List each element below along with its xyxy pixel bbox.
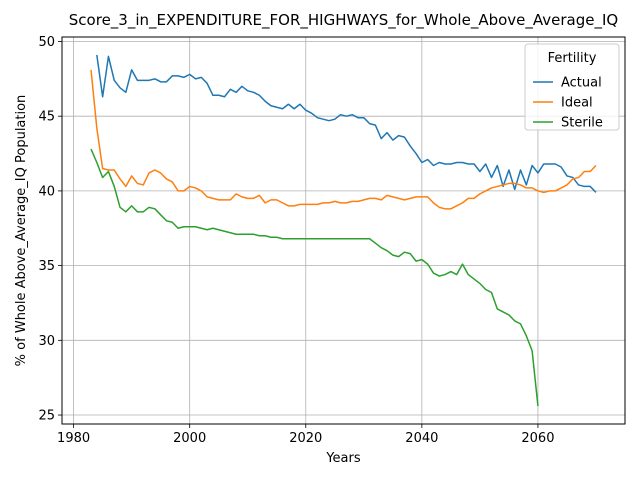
chart-title: Score_3_in_EXPENDITURE_FOR_HIGHWAYS_for_… bbox=[69, 11, 618, 30]
legend-box bbox=[524, 43, 620, 131]
y-tick-label: 35 bbox=[38, 259, 55, 274]
legend-label-ideal: Ideal bbox=[561, 96, 593, 111]
series-line-sterile bbox=[90, 148, 539, 407]
y-axis-label: % of Whole Above_Average_IQ Population bbox=[14, 95, 29, 367]
y-tick-label: 50 bbox=[38, 35, 55, 50]
y-tick-label: 30 bbox=[38, 334, 55, 349]
legend-label-sterile: Sterile bbox=[561, 116, 603, 131]
series-line-actual bbox=[96, 54, 597, 193]
series-lines bbox=[90, 54, 597, 407]
x-axis-label: Years bbox=[325, 451, 361, 466]
y-tick-label: 45 bbox=[38, 110, 55, 125]
y-tick-label: 40 bbox=[38, 184, 55, 199]
axis-ticks: 1980 2000 2020 2040 2060 25 30 35 40 45 50 bbox=[38, 35, 554, 446]
legend-label-actual: Actual bbox=[561, 76, 602, 91]
y-tick-label: 25 bbox=[38, 409, 55, 424]
series-line-ideal bbox=[90, 69, 597, 210]
x-tick-label: 1980 bbox=[57, 431, 90, 446]
x-tick-label: 2000 bbox=[173, 431, 206, 446]
legend: Fertility Actual Ideal Sterile bbox=[524, 43, 620, 131]
legend-title: Fertility bbox=[548, 51, 597, 66]
x-tick-label: 2060 bbox=[521, 431, 554, 446]
plot-frame bbox=[61, 36, 626, 425]
x-tick-label: 2020 bbox=[289, 431, 322, 446]
x-tick-label: 2040 bbox=[405, 431, 438, 446]
